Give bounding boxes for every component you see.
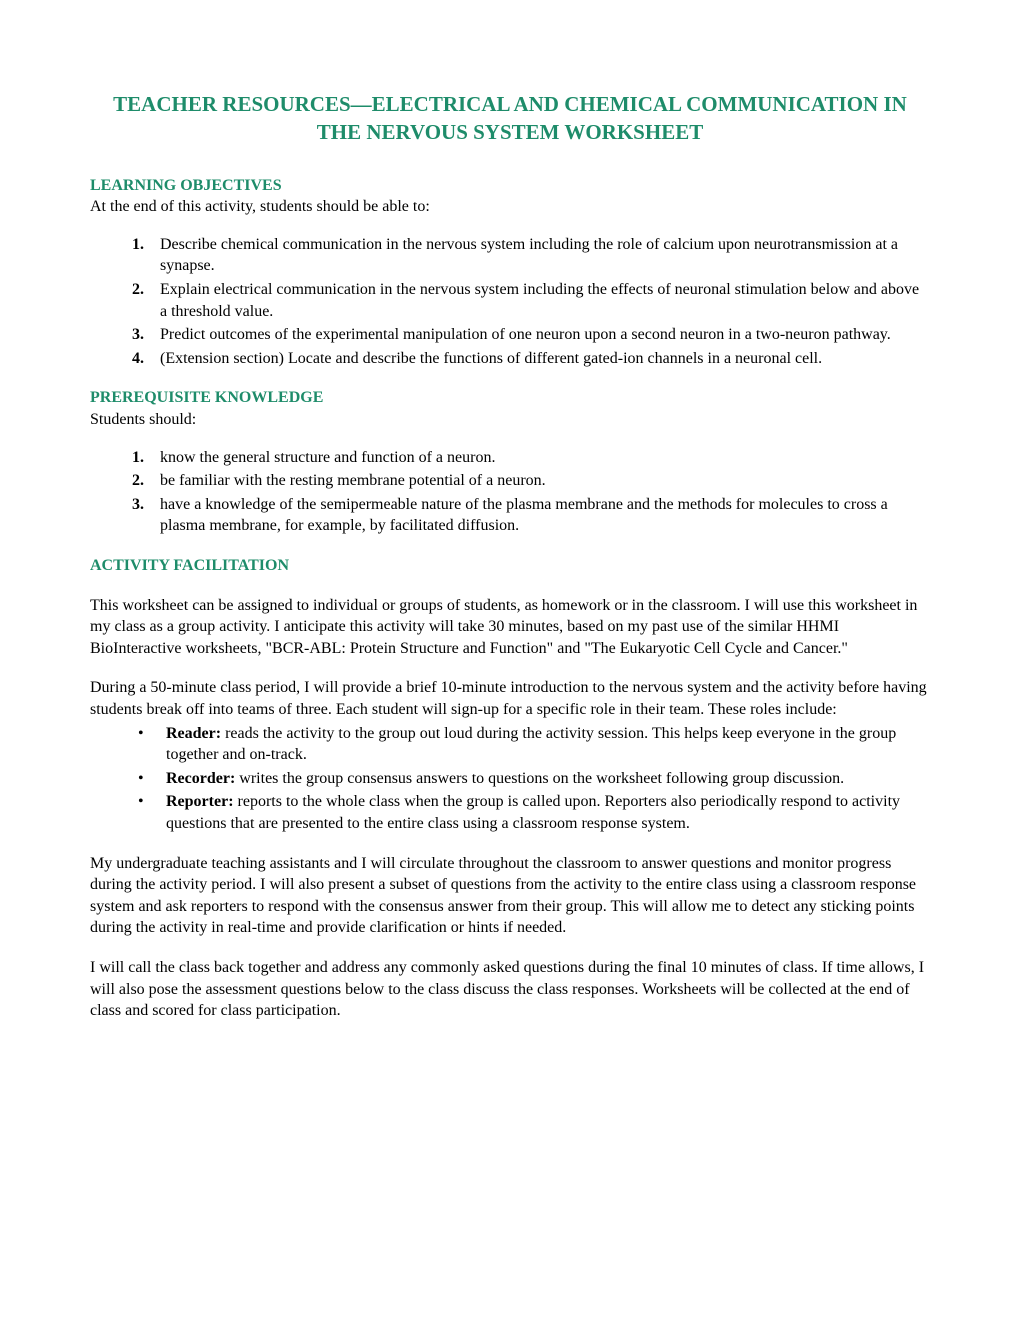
list-text: have a knowledge of the semipermeable na… — [160, 496, 888, 535]
list-number: 4. — [132, 348, 144, 370]
role-item: • Reporter: reports to the whole class wh… — [138, 791, 930, 834]
learning-objectives-intro: At the end of this activity, students sh… — [90, 196, 930, 218]
role-desc: reports to the whole class when the grou… — [166, 793, 900, 832]
list-number: 2. — [132, 470, 144, 492]
list-text: Predict outcomes of the experimental man… — [160, 326, 891, 343]
list-item: 2. Explain electrical communication in th… — [132, 279, 930, 322]
list-text: be familiar with the resting membrane po… — [160, 472, 546, 489]
bullet-icon: • — [138, 723, 144, 745]
activity-facilitation-heading: ACTIVITY FACILITATION — [90, 555, 930, 577]
activity-para-4: I will call the class back together and … — [90, 957, 930, 1022]
document-title: TEACHER RESOURCES—ELECTRICAL AND CHEMICA… — [90, 90, 930, 147]
roles-list: • Reader: reads the activity to the group… — [90, 723, 930, 835]
list-text: Explain electrical communication in the … — [160, 281, 919, 320]
role-name: Reporter: — [166, 793, 234, 810]
activity-para-2: During a 50-minute class period, I will … — [90, 677, 930, 720]
role-name: Reader: — [166, 725, 221, 742]
list-text: Describe chemical communication in the n… — [160, 236, 898, 275]
role-item: • Reader: reads the activity to the group… — [138, 723, 930, 766]
bullet-icon: • — [138, 791, 144, 813]
role-name: Recorder: — [166, 770, 235, 787]
learning-objectives-list: 1. Describe chemical communication in the… — [90, 234, 930, 370]
list-number: 1. — [132, 447, 144, 469]
list-item: 1. know the general structure and functio… — [132, 447, 930, 469]
activity-para-1: This worksheet can be assigned to indivi… — [90, 595, 930, 660]
list-number: 3. — [132, 324, 144, 346]
prerequisite-heading: PREREQUISITE KNOWLEDGE — [90, 387, 930, 409]
role-item: • Recorder: writes the group consensus an… — [138, 768, 930, 790]
list-text: (Extension section) Locate and describe … — [160, 350, 822, 367]
role-desc: reads the activity to the group out loud… — [166, 725, 896, 764]
role-desc: writes the group consensus answers to qu… — [235, 770, 844, 787]
prerequisite-list: 1. know the general structure and functio… — [90, 447, 930, 537]
list-number: 1. — [132, 234, 144, 256]
list-number: 3. — [132, 494, 144, 516]
activity-para-3: My undergraduate teaching assistants and… — [90, 853, 930, 939]
list-item: 1. Describe chemical communication in the… — [132, 234, 930, 277]
bullet-icon: • — [138, 768, 144, 790]
learning-objectives-heading: LEARNING OBJECTIVES — [90, 175, 930, 197]
list-item: 3. have a knowledge of the semipermeable … — [132, 494, 930, 537]
list-item: 4. (Extension section) Locate and describ… — [132, 348, 930, 370]
list-text: know the general structure and function … — [160, 449, 495, 466]
list-item: 2. be familiar with the resting membrane … — [132, 470, 930, 492]
list-item: 3. Predict outcomes of the experimental m… — [132, 324, 930, 346]
list-number: 2. — [132, 279, 144, 301]
prerequisite-intro: Students should: — [90, 409, 930, 431]
